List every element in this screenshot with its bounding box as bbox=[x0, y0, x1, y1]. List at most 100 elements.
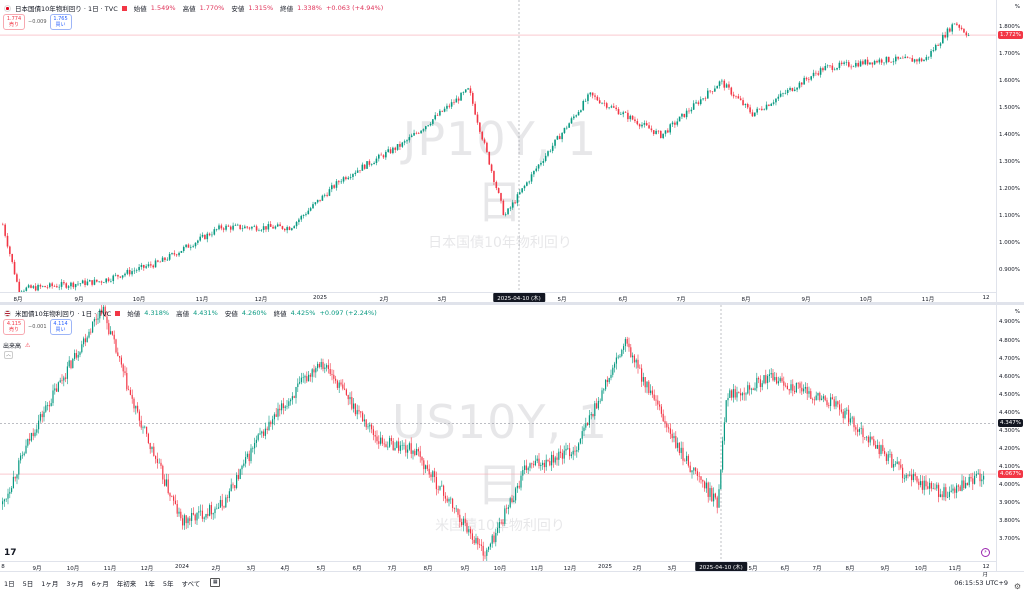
usa-flag-icon bbox=[4, 309, 11, 317]
candle bbox=[227, 224, 230, 227]
jp10y-candles[interactable] bbox=[0, 0, 996, 292]
range-button-3[interactable]: 3ヶ月 bbox=[66, 579, 84, 588]
candle-body bbox=[361, 164, 364, 171]
candle bbox=[925, 54, 928, 62]
candle bbox=[772, 368, 774, 382]
open-label: 始値 bbox=[133, 5, 147, 13]
candle-body bbox=[627, 112, 629, 120]
us10y-candles[interactable] bbox=[0, 305, 996, 561]
candle-body bbox=[159, 261, 162, 263]
candle-body bbox=[359, 170, 361, 172]
candle bbox=[655, 395, 657, 406]
candle-body bbox=[885, 453, 887, 461]
candle bbox=[5, 498, 7, 503]
candle-body bbox=[150, 264, 152, 266]
candle-body bbox=[690, 109, 693, 112]
candle-body bbox=[365, 419, 367, 428]
candle-body bbox=[331, 185, 333, 190]
candle-body bbox=[187, 518, 189, 524]
candle-body bbox=[977, 473, 979, 475]
range-button-1[interactable]: 5日 bbox=[22, 579, 34, 588]
candle-body bbox=[288, 401, 290, 406]
candle bbox=[453, 507, 455, 514]
range-button-8[interactable]: すべて bbox=[181, 579, 201, 588]
candle-body bbox=[133, 270, 136, 272]
candle-body bbox=[315, 368, 317, 373]
candle-body bbox=[585, 423, 587, 428]
range-button-6[interactable]: 1年 bbox=[144, 579, 155, 588]
candle-body bbox=[699, 99, 702, 105]
clock[interactable]: 06:15:53 UTC+9 bbox=[954, 578, 1008, 587]
candle bbox=[426, 460, 428, 472]
candle bbox=[54, 383, 56, 395]
candle-body bbox=[38, 420, 40, 430]
calendar-icon[interactable]: ▦ bbox=[210, 578, 221, 587]
candle bbox=[324, 363, 326, 374]
candle bbox=[846, 407, 848, 415]
candle-body bbox=[333, 374, 335, 379]
candle bbox=[354, 170, 357, 177]
candle bbox=[615, 104, 617, 112]
candle bbox=[963, 27, 965, 34]
candle-body bbox=[166, 259, 169, 261]
collapse-icon[interactable]: ︿ bbox=[4, 351, 13, 359]
candle bbox=[815, 70, 817, 76]
candle bbox=[468, 525, 470, 536]
candle-body bbox=[707, 90, 709, 99]
jp10y-chart-pane[interactable]: 日本国債10年物利回り · 1日 · TVC 始値 1.549% 高値 1.77… bbox=[0, 0, 1024, 309]
candle-body bbox=[340, 181, 342, 183]
candle bbox=[390, 435, 392, 445]
candle-body bbox=[225, 225, 227, 230]
candle bbox=[480, 539, 482, 551]
jp10y-title: 日本国債10年物利回り · 1日 · TVC bbox=[15, 5, 118, 13]
tradingview-logo[interactable]: 17 bbox=[4, 548, 17, 558]
candle bbox=[257, 433, 259, 442]
us10y-time-axis[interactable]: 8 9月 10月 11月 12月 2024 2月 3月 4月 5月 6月 7月 8月 9月 10月 11月 12… bbox=[0, 561, 996, 578]
candle-body bbox=[111, 331, 113, 335]
range-button-5[interactable]: 年初来 bbox=[116, 579, 137, 588]
sell-button[interactable]: 1.774 売り bbox=[3, 14, 25, 30]
pane-divider[interactable] bbox=[0, 302, 1024, 305]
time-tick: 3月 bbox=[667, 566, 677, 572]
candle-body bbox=[882, 445, 884, 452]
settings-icon[interactable]: ⚙ bbox=[1013, 582, 1021, 591]
candle bbox=[723, 79, 726, 91]
candle-body bbox=[945, 487, 947, 498]
range-button-2[interactable]: 1ヶ月 bbox=[41, 579, 59, 588]
candle bbox=[342, 379, 344, 391]
candle-body bbox=[939, 494, 941, 497]
buy-button[interactable]: 1.765 買い bbox=[49, 14, 72, 30]
jp10y-time-axis[interactable]: 8月9月10月11月12月20252月3月5月6月7月8月9月10月11月12月… bbox=[0, 292, 996, 309]
candle-body bbox=[491, 535, 493, 544]
candle-body bbox=[403, 445, 405, 446]
candle bbox=[833, 67, 836, 71]
candle bbox=[583, 424, 585, 437]
candle-body bbox=[674, 122, 676, 125]
candle bbox=[268, 415, 270, 431]
candle bbox=[676, 118, 679, 127]
candle-body bbox=[806, 386, 808, 394]
us10y-chart-pane[interactable]: 米国債10年物利回り · 1日 · TVC 始値 4.318% 高値 4.431… bbox=[0, 305, 1024, 578]
candle bbox=[777, 94, 780, 102]
candle-body bbox=[413, 132, 415, 136]
range-button-4[interactable]: 6ヶ月 bbox=[91, 579, 109, 588]
candle bbox=[947, 491, 949, 499]
candle bbox=[907, 473, 909, 479]
drawing-tool-icon[interactable]: ⚡ bbox=[981, 548, 990, 557]
us10y-price-axis[interactable]: % 4.900% 4.800% 4.700% 4.600% 4.500% 4.400% 4.… bbox=[996, 305, 1024, 571]
candle bbox=[219, 495, 221, 509]
candle-body bbox=[83, 338, 85, 345]
range-button-0[interactable]: 1日 bbox=[4, 579, 15, 588]
candle-body bbox=[785, 385, 787, 387]
range-button-7[interactable]: 5年 bbox=[162, 579, 174, 588]
candle-body bbox=[432, 119, 434, 124]
candle-body bbox=[544, 155, 547, 161]
candle bbox=[135, 268, 138, 273]
sell-button[interactable]: 4.115 売り bbox=[3, 319, 25, 335]
buy-button[interactable]: 4.114 買い bbox=[49, 319, 72, 335]
candle bbox=[221, 493, 223, 511]
candle-body bbox=[374, 435, 376, 437]
candle bbox=[60, 279, 63, 290]
volume-indicator[interactable]: 出来高 ⚠ bbox=[3, 341, 30, 350]
jp10y-price-axis[interactable]: % 1.800% 1.700% 1.600% 1.500% 1.400% 1.300% 1.… bbox=[996, 0, 1024, 302]
